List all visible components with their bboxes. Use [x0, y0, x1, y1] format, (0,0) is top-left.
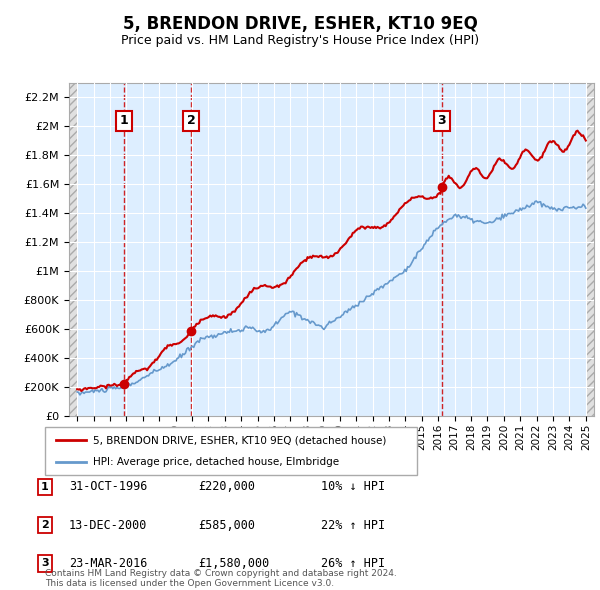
Text: 1: 1 [41, 482, 49, 491]
Text: 26% ↑ HPI: 26% ↑ HPI [321, 557, 385, 570]
Text: 13-DEC-2000: 13-DEC-2000 [69, 519, 148, 532]
Text: 23-MAR-2016: 23-MAR-2016 [69, 557, 148, 570]
Text: Contains HM Land Registry data © Crown copyright and database right 2024.
This d: Contains HM Land Registry data © Crown c… [45, 569, 397, 588]
Text: Price paid vs. HM Land Registry's House Price Index (HPI): Price paid vs. HM Land Registry's House … [121, 34, 479, 47]
Text: £1,580,000: £1,580,000 [198, 557, 269, 570]
Bar [586, 83, 594, 416]
Text: 3: 3 [437, 114, 446, 127]
Text: 10% ↓ HPI: 10% ↓ HPI [321, 480, 385, 493]
FancyBboxPatch shape [45, 427, 417, 475]
Text: HPI: Average price, detached house, Elmbridge: HPI: Average price, detached house, Elmb… [94, 457, 340, 467]
Text: 3: 3 [41, 559, 49, 568]
Text: 2: 2 [41, 520, 49, 530]
Text: 5, BRENDON DRIVE, ESHER, KT10 9EQ: 5, BRENDON DRIVE, ESHER, KT10 9EQ [122, 15, 478, 33]
Bar [69, 83, 77, 416]
Text: 1: 1 [119, 114, 128, 127]
Text: £220,000: £220,000 [198, 480, 255, 493]
Text: 22% ↑ HPI: 22% ↑ HPI [321, 519, 385, 532]
Text: 5, BRENDON DRIVE, ESHER, KT10 9EQ (detached house): 5, BRENDON DRIVE, ESHER, KT10 9EQ (detac… [94, 435, 387, 445]
Text: 2: 2 [187, 114, 196, 127]
Text: 31-OCT-1996: 31-OCT-1996 [69, 480, 148, 493]
Text: £585,000: £585,000 [198, 519, 255, 532]
